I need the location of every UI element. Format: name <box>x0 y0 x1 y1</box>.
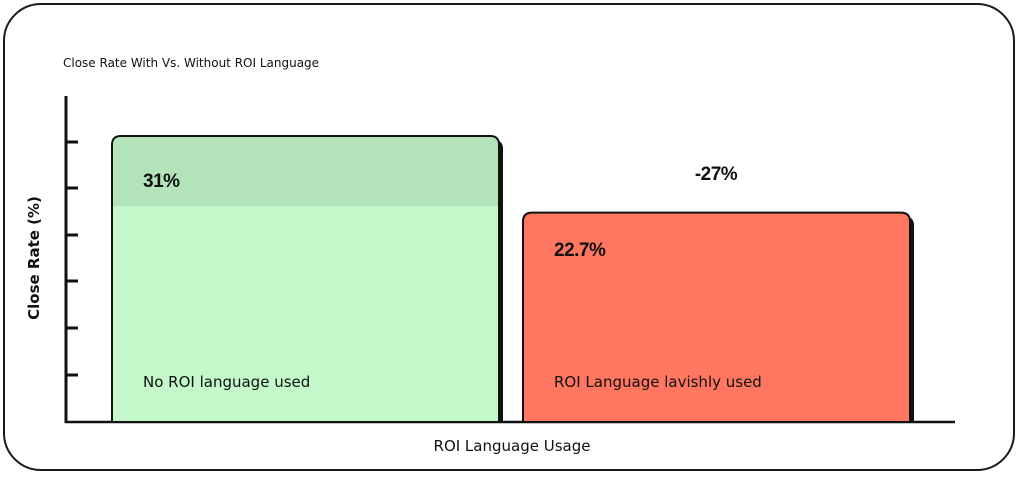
bar-value-label: 31% <box>143 171 180 192</box>
chart-title: Close Rate With Vs. Without ROI Language <box>63 56 320 70</box>
bar <box>111 135 500 423</box>
bar-category-label: ROI Language lavishly used <box>554 373 762 391</box>
bar-category-label: No ROI language used <box>143 373 310 391</box>
bar-highlight-band <box>113 137 498 206</box>
bar-value-label: 22.7% <box>554 240 606 261</box>
change-annotation: -27% <box>695 164 738 185</box>
bar <box>522 211 911 423</box>
x-axis-label: ROI Language Usage <box>433 437 591 455</box>
